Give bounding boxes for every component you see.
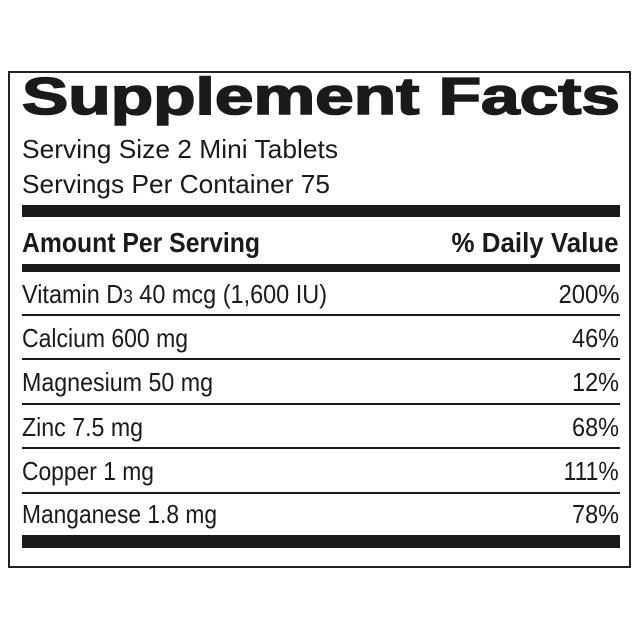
supplement-facts-panel bbox=[8, 71, 631, 568]
nutrient-amount: 40 mcg (1,600 IU) bbox=[132, 279, 327, 309]
daily-value: 68% bbox=[572, 412, 619, 442]
bottom-thick-divider bbox=[22, 535, 620, 548]
row-divider bbox=[22, 492, 620, 494]
row-divider bbox=[22, 447, 620, 449]
panel-title: Supplement Facts bbox=[21, 68, 621, 126]
nutrient-name: Calcium 600 mg bbox=[22, 323, 188, 353]
daily-value: 200% bbox=[558, 279, 619, 309]
row-divider bbox=[22, 314, 620, 316]
serving-size: Serving Size 2 Mini Tablets bbox=[22, 134, 338, 164]
nutrient-name: Copper 1 mg bbox=[22, 456, 154, 486]
daily-value: 78% bbox=[572, 499, 619, 529]
nutrient-name: Manganese 1.8 mg bbox=[22, 499, 217, 529]
amount-per-serving-header: Amount Per Serving bbox=[22, 227, 260, 258]
nutrient-name: Vitamin D3 40 mcg (1,600 IU) bbox=[22, 281, 327, 307]
row-divider bbox=[22, 403, 620, 405]
nutrient-subscript: 3 bbox=[123, 287, 133, 308]
daily-value: 46% bbox=[572, 323, 619, 353]
nutrient-label: Vitamin D bbox=[22, 279, 124, 309]
row-divider bbox=[22, 358, 620, 360]
thick-divider bbox=[22, 205, 620, 217]
medium-divider bbox=[22, 264, 620, 272]
daily-value-header: % Daily Value bbox=[452, 227, 619, 258]
daily-value: 111% bbox=[564, 456, 619, 486]
servings-per-container: Servings Per Container 75 bbox=[22, 169, 330, 199]
nutrient-name: Magnesium 50 mg bbox=[22, 367, 213, 397]
daily-value: 12% bbox=[572, 367, 619, 397]
nutrient-name: Zinc 7.5 mg bbox=[22, 412, 143, 442]
